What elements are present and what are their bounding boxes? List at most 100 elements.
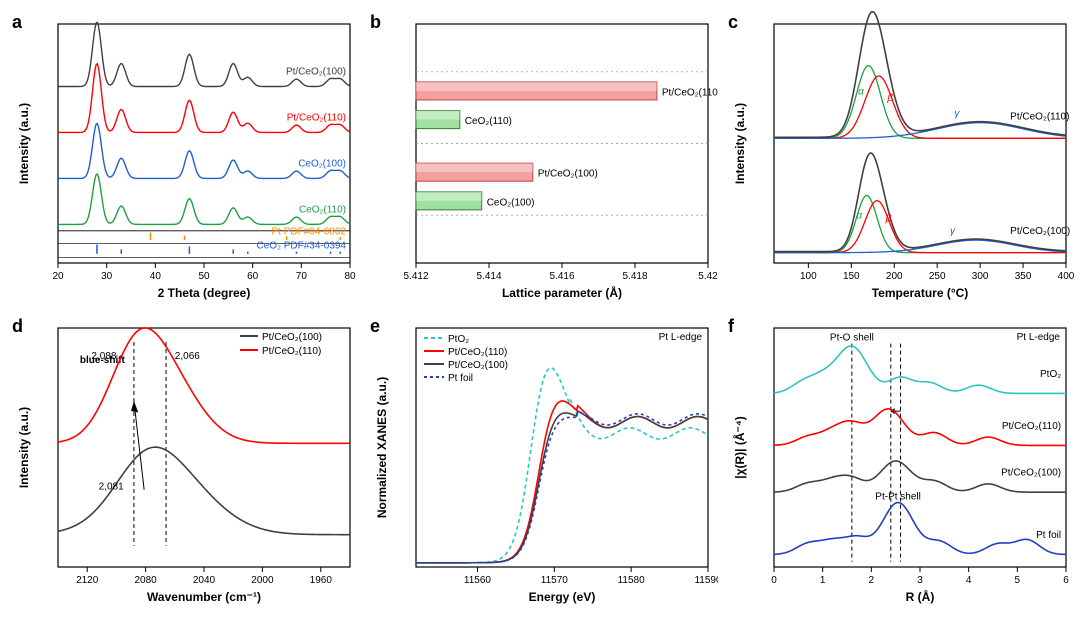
svg-text:11570: 11570: [541, 575, 569, 586]
svg-text:Intensity (a.u.): Intensity (a.u.): [733, 103, 747, 184]
svg-text:Energy (eV): Energy (eV): [529, 590, 596, 604]
svg-text:Pt-O shell: Pt-O shell: [830, 332, 874, 343]
svg-text:11560: 11560: [464, 575, 492, 586]
svg-text:CeO₂(110): CeO₂(110): [299, 204, 346, 215]
svg-text:Intensity (a.u.): Intensity (a.u.): [17, 103, 31, 184]
svg-text:Pt/CeO₂(100): Pt/CeO₂(100): [1010, 226, 1070, 237]
panel-b-chart: 5.412 5.414 5.416 5.418 5.42 Lattice paramete…: [368, 10, 718, 305]
panel-e: e 11560 11570 11580 11590 Energy (eV) Normali…: [368, 314, 718, 610]
panel-b: b 5.412 5.414 5.416 5.418 5.42 Lattice parame…: [368, 10, 718, 306]
panel-c: c 100 150 200 250 300 350 400 Temperature (°C) I…: [726, 10, 1076, 306]
svg-text:150: 150: [843, 271, 860, 282]
panel-a-label: a: [12, 12, 22, 33]
svg-text:2080: 2080: [134, 575, 157, 586]
svg-text:Pt foil: Pt foil: [448, 373, 473, 384]
svg-text:6: 6: [1063, 575, 1069, 586]
svg-text:0: 0: [771, 575, 777, 586]
svg-text:2120: 2120: [76, 575, 99, 586]
svg-text:40: 40: [150, 271, 162, 282]
svg-text:Pt PDF#04-0802: Pt PDF#04-0802: [272, 227, 347, 238]
svg-text:Pt/CeO₂(110): Pt/CeO₂(110): [287, 113, 346, 124]
svg-text:1960: 1960: [310, 575, 333, 586]
svg-text:Wavenumber (cm⁻¹): Wavenumber (cm⁻¹): [147, 590, 261, 604]
svg-text:CeO₂(110): CeO₂(110): [465, 116, 512, 127]
svg-text:70: 70: [296, 271, 308, 282]
svg-text:60: 60: [247, 271, 259, 282]
svg-text:PtO₂: PtO₂: [448, 334, 469, 345]
svg-text:100: 100: [800, 271, 817, 282]
svg-text:5.412: 5.412: [403, 271, 428, 282]
svg-text:γ: γ: [954, 108, 960, 119]
svg-text:R (Å): R (Å): [906, 589, 935, 604]
svg-text:11580: 11580: [618, 575, 646, 586]
svg-text:CeO₂(100): CeO₂(100): [298, 158, 346, 169]
svg-text:30: 30: [101, 271, 113, 282]
svg-text:2,088: 2,088: [91, 351, 116, 362]
svg-text:2040: 2040: [193, 575, 216, 586]
svg-text:1: 1: [820, 575, 826, 586]
svg-text:80: 80: [344, 271, 356, 282]
svg-text:5.416: 5.416: [549, 271, 574, 282]
svg-text:Pt L-edge: Pt L-edge: [1017, 332, 1061, 343]
panel-c-chart: 100 150 200 250 300 350 400 Temperature (°C) Int…: [726, 10, 1076, 305]
svg-text:α: α: [856, 210, 862, 221]
svg-text:350: 350: [1015, 271, 1032, 282]
svg-text:Pt/CeO₂(100): Pt/CeO₂(100): [1001, 468, 1061, 479]
panel-b-label: b: [370, 12, 381, 33]
svg-text:|χ(R)| (Å⁻⁴): |χ(R)| (Å⁻⁴): [732, 416, 747, 479]
figure-grid: a 203040506070802 Theta (degree)Intensit…: [10, 10, 1070, 610]
panel-f: f 0 1 2 3 4 5 6 R (Å) |χ(R)| (Å⁻⁴) Pt L-edge Pt-O …: [726, 314, 1076, 610]
svg-text:Pt/CeO₂(100): Pt/CeO₂(100): [538, 169, 598, 180]
svg-text:Lattice parameter (Å): Lattice parameter (Å): [502, 285, 622, 300]
panel-a-chart: 20 30 40 50 60 70 80 2 Theta (degree) Intensity …: [10, 10, 360, 305]
svg-text:2000: 2000: [251, 575, 274, 586]
panel-a: a 20 30 40 50 60 70 80 2 Theta (degree) Intensit…: [10, 10, 360, 306]
svg-text:50: 50: [198, 271, 210, 282]
svg-text:250: 250: [929, 271, 946, 282]
svg-text:CeO₂ PDF#34-0394: CeO₂ PDF#34-0394: [257, 240, 347, 251]
svg-text:400: 400: [1058, 271, 1075, 282]
svg-text:Pt L-edge: Pt L-edge: [659, 332, 703, 343]
panel-d: d 2120 2080 2040 2000 1960 Wavenumber (cm⁻¹) I…: [10, 314, 360, 610]
svg-text:Pt/CeO₂(100): Pt/CeO₂(100): [262, 332, 322, 343]
svg-text:CeO₂(100): CeO₂(100): [487, 197, 535, 208]
svg-text:5.42: 5.42: [698, 271, 718, 282]
svg-text:11590: 11590: [694, 575, 718, 586]
svg-text:β: β: [885, 213, 892, 224]
panel-f-label: f: [728, 316, 734, 337]
svg-text:20: 20: [52, 271, 64, 282]
svg-text:2,081: 2,081: [99, 482, 124, 493]
svg-text:Pt foil: Pt foil: [1036, 530, 1061, 541]
svg-text:γ: γ: [950, 226, 956, 237]
svg-text:4: 4: [966, 575, 972, 586]
panel-d-chart: 2120 2080 2040 2000 1960 Wavenumber (cm⁻¹) Int…: [10, 314, 360, 609]
panel-f-chart: 0 1 2 3 4 5 6 R (Å) |χ(R)| (Å⁻⁴) Pt L-edge Pt-O sh…: [726, 314, 1076, 609]
svg-text:2: 2: [869, 575, 875, 586]
svg-text:Pt/CeO₂(100): Pt/CeO₂(100): [286, 67, 346, 78]
svg-text:Pt/CeO₂(110): Pt/CeO₂(110): [1002, 421, 1061, 432]
svg-text:Normalized XANES (a.u.): Normalized XANES (a.u.): [375, 377, 389, 518]
panel-d-label: d: [12, 316, 23, 337]
svg-text:Pt/CeO₂(110): Pt/CeO₂(110): [662, 87, 718, 98]
svg-text:200: 200: [886, 271, 903, 282]
svg-text:2 Theta (degree): 2 Theta (degree): [158, 286, 251, 300]
svg-text:β: β: [886, 93, 893, 104]
svg-text:Pt/CeO₂(110): Pt/CeO₂(110): [262, 346, 321, 357]
svg-text:Intensity (a.u.): Intensity (a.u.): [17, 407, 31, 488]
svg-text:Pt/CeO₂(110): Pt/CeO₂(110): [448, 347, 507, 358]
svg-text:5.414: 5.414: [476, 271, 501, 282]
svg-text:α: α: [858, 87, 864, 98]
svg-text:Temperature (°C): Temperature (°C): [872, 286, 969, 300]
svg-text:5.418: 5.418: [622, 271, 647, 282]
svg-text:Pt/CeO₂(110): Pt/CeO₂(110): [1010, 112, 1069, 123]
svg-text:2,066: 2,066: [175, 351, 200, 362]
panel-c-label: c: [728, 12, 738, 33]
svg-text:5: 5: [1015, 575, 1021, 586]
panel-e-label: e: [370, 316, 380, 337]
svg-text:PtO₂: PtO₂: [1040, 369, 1061, 380]
panel-e-chart: 11560 11570 11580 11590 Energy (eV) Normalize…: [368, 314, 718, 609]
svg-text:3: 3: [917, 575, 923, 586]
svg-text:Pt-Pt shell: Pt-Pt shell: [875, 491, 921, 502]
svg-text:Pt/CeO₂(100): Pt/CeO₂(100): [448, 360, 508, 371]
svg-text:300: 300: [972, 271, 989, 282]
